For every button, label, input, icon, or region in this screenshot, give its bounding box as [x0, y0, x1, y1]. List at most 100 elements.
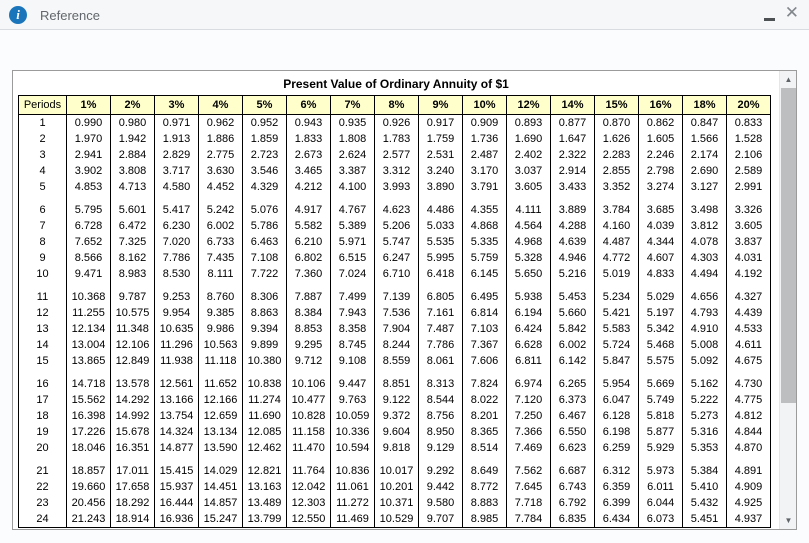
value-cell: 1.942: [110, 131, 155, 147]
period-cell: 22: [18, 479, 67, 495]
period-cell: 3: [18, 147, 67, 163]
down-arrow-icon: ▼: [784, 516, 793, 525]
value-cell: 5.417: [154, 195, 199, 218]
value-cell: 5.316: [682, 424, 727, 440]
value-cell: 1.859: [242, 131, 287, 147]
value-cell: 20.456: [66, 495, 111, 511]
table-row: 15 13.865 12.849 11.938 11.118 10.380 9.712 9.1…: [18, 353, 771, 369]
minimize-icon[interactable]: [763, 17, 775, 21]
value-cell: 8.566: [66, 250, 111, 266]
value-cell: 7.024: [330, 266, 375, 282]
value-cell: 4.910: [682, 321, 727, 337]
value-cell: 15.678: [110, 424, 155, 440]
value-cell: 5.234: [594, 282, 639, 305]
value-cell: 15.247: [198, 511, 243, 528]
value-cell: 3.784: [594, 195, 639, 218]
value-cell: 9.954: [154, 305, 199, 321]
value-cell: 7.562: [506, 456, 551, 479]
value-cell: 13.799: [242, 511, 287, 528]
value-cell: 14.292: [110, 392, 155, 408]
value-cell: 3.837: [726, 234, 771, 250]
value-cell: 6.073: [638, 511, 683, 528]
vertical-scrollbar[interactable]: ▲ ▼: [779, 71, 796, 529]
value-cell: 3.240: [418, 163, 463, 179]
column-header-rate: 7%: [330, 95, 375, 115]
value-cell: 9.787: [110, 282, 155, 305]
value-cell: 6.835: [550, 511, 595, 528]
value-cell: 0.980: [110, 114, 155, 131]
column-header-rate: 9%: [418, 95, 463, 115]
value-cell: 3.717: [154, 163, 199, 179]
scrollbar-down-button[interactable]: ▼: [780, 512, 797, 529]
value-cell: 5.029: [638, 282, 683, 305]
table-row: 4 3.902 3.808 3.717 3.630 3.546 3.465 3.387 3.31…: [18, 163, 771, 179]
value-cell: 11.470: [286, 440, 331, 456]
value-cell: 15.562: [66, 392, 111, 408]
value-cell: 4.078: [682, 234, 727, 250]
table-row: 11 10.368 9.787 9.253 8.760 8.306 7.887 7.499 7.…: [18, 282, 771, 305]
value-cell: 3.312: [374, 163, 419, 179]
period-cell: 18: [18, 408, 67, 424]
column-header-rate: 14%: [550, 95, 595, 115]
value-cell: 3.170: [462, 163, 507, 179]
value-cell: 15.937: [154, 479, 199, 495]
value-cell: 9.442: [418, 479, 463, 495]
value-cell: 5.929: [638, 440, 683, 456]
value-cell: 6.495: [462, 282, 507, 305]
period-cell: 19: [18, 424, 67, 440]
value-cell: 4.303: [682, 250, 727, 266]
value-cell: 5.342: [638, 321, 683, 337]
value-cell: 6.259: [594, 440, 639, 456]
value-cell: 3.546: [242, 163, 287, 179]
value-cell: 5.995: [418, 250, 463, 266]
value-cell: 5.954: [594, 369, 639, 392]
value-cell: 14.877: [154, 440, 199, 456]
value-cell: 4.288: [550, 218, 595, 234]
value-cell: 5.421: [594, 305, 639, 321]
value-cell: 4.968: [506, 234, 551, 250]
value-cell: 5.162: [682, 369, 727, 392]
value-cell: 9.394: [242, 321, 287, 337]
value-cell: 14.451: [198, 479, 243, 495]
value-cell: 10.059: [330, 408, 375, 424]
value-cell: 4.870: [726, 440, 771, 456]
value-cell: 9.372: [374, 408, 419, 424]
value-cell: 0.926: [374, 114, 419, 131]
value-cell: 4.917: [286, 195, 331, 218]
value-cell: 6.424: [506, 321, 551, 337]
value-cell: 2.855: [594, 163, 639, 179]
value-cell: 11.272: [330, 495, 375, 511]
scrollbar-up-button[interactable]: ▲: [780, 71, 797, 88]
close-icon[interactable]: ✕: [784, 2, 799, 22]
value-cell: 0.862: [638, 114, 683, 131]
table-row: 3 2.941 2.884 2.829 2.775 2.723 2.673 2.624 2.57…: [18, 147, 771, 163]
value-cell: 2.829: [154, 147, 199, 163]
value-cell: 4.623: [374, 195, 419, 218]
value-cell: 10.477: [286, 392, 331, 408]
value-cell: 6.434: [594, 511, 639, 528]
value-cell: 3.387: [330, 163, 375, 179]
value-cell: 6.265: [550, 369, 595, 392]
value-cell: 8.853: [286, 321, 331, 337]
value-cell: 6.128: [594, 408, 639, 424]
value-cell: 6.198: [594, 424, 639, 440]
value-cell: 9.604: [374, 424, 419, 440]
value-cell: 4.812: [726, 408, 771, 424]
value-cell: 4.946: [550, 250, 595, 266]
table-row: 23 20.456 18.292 16.444 14.857 13.489 12.303 11…: [18, 495, 771, 511]
value-cell: 10.380: [242, 353, 287, 369]
value-cell: 9.763: [330, 392, 375, 408]
period-cell: 6: [18, 195, 67, 218]
value-cell: 0.833: [726, 114, 771, 131]
value-cell: 8.983: [110, 266, 155, 282]
value-cell: 13.578: [110, 369, 155, 392]
value-cell: 14.718: [66, 369, 111, 392]
value-cell: 7.487: [418, 321, 463, 337]
column-header-rate: 2%: [110, 95, 155, 115]
scrollbar-thumb[interactable]: [781, 88, 796, 403]
period-cell: 15: [18, 353, 67, 369]
period-cell: 23: [18, 495, 67, 511]
value-cell: 8.544: [418, 392, 463, 408]
value-cell: 2.941: [66, 147, 111, 163]
value-cell: 2.884: [110, 147, 155, 163]
